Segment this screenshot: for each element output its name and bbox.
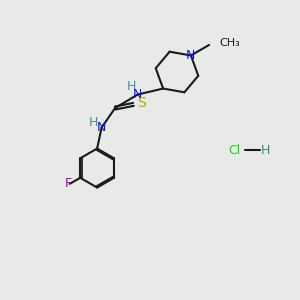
- Text: N: N: [97, 121, 106, 134]
- Text: N: N: [186, 49, 196, 62]
- Text: N: N: [133, 88, 142, 101]
- Text: F: F: [65, 177, 72, 190]
- Text: S: S: [137, 96, 146, 110]
- Text: H: H: [126, 80, 136, 93]
- Text: CH₃: CH₃: [220, 38, 240, 49]
- Text: Cl: Cl: [228, 143, 240, 157]
- Text: H: H: [261, 143, 270, 157]
- Text: H: H: [88, 116, 98, 129]
